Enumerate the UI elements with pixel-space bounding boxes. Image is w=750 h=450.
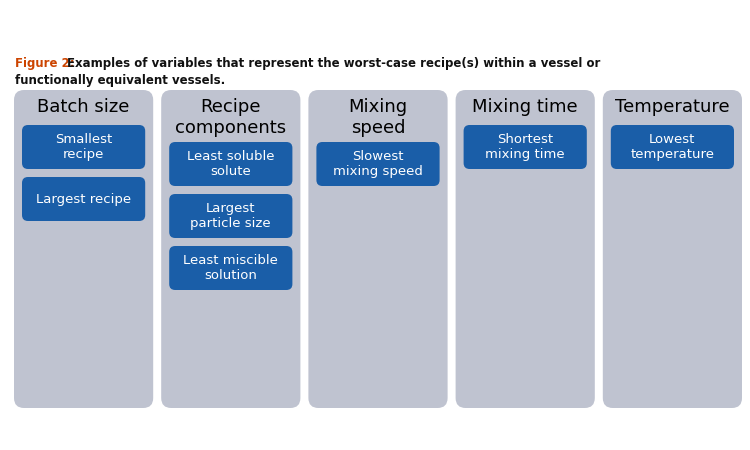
FancyBboxPatch shape [316,142,440,186]
Text: Recipe
components: Recipe components [176,98,286,137]
Text: Largest
particle size: Largest particle size [190,202,271,230]
FancyBboxPatch shape [22,125,146,169]
FancyBboxPatch shape [610,125,734,169]
Text: Examples of variables that represent the worst-case recipe(s) within a vessel or: Examples of variables that represent the… [67,57,600,70]
FancyBboxPatch shape [170,246,292,290]
FancyBboxPatch shape [455,90,595,408]
Text: Slowest
mixing speed: Slowest mixing speed [333,150,423,178]
FancyBboxPatch shape [170,142,292,186]
Text: Least soluble
solute: Least soluble solute [187,150,274,178]
FancyBboxPatch shape [170,194,292,238]
Text: Shortest
mixing time: Shortest mixing time [485,133,565,161]
FancyBboxPatch shape [14,90,153,408]
Text: Lowest
temperature: Lowest temperature [631,133,715,161]
FancyBboxPatch shape [22,177,146,221]
Text: Batch size: Batch size [38,98,130,116]
Text: Smallest
recipe: Smallest recipe [55,133,112,161]
Text: Temperature: Temperature [615,98,730,116]
Text: Mixing time: Mixing time [472,98,578,116]
Text: Largest recipe: Largest recipe [36,193,131,206]
FancyBboxPatch shape [464,125,586,169]
Text: Least miscible
solution: Least miscible solution [183,254,278,282]
FancyBboxPatch shape [603,90,742,408]
Text: Mixing
speed: Mixing speed [349,98,407,137]
FancyBboxPatch shape [308,90,448,408]
FancyBboxPatch shape [161,90,301,408]
Text: functionally equivalent vessels.: functionally equivalent vessels. [15,74,225,87]
Text: Figure 2:: Figure 2: [15,57,74,70]
